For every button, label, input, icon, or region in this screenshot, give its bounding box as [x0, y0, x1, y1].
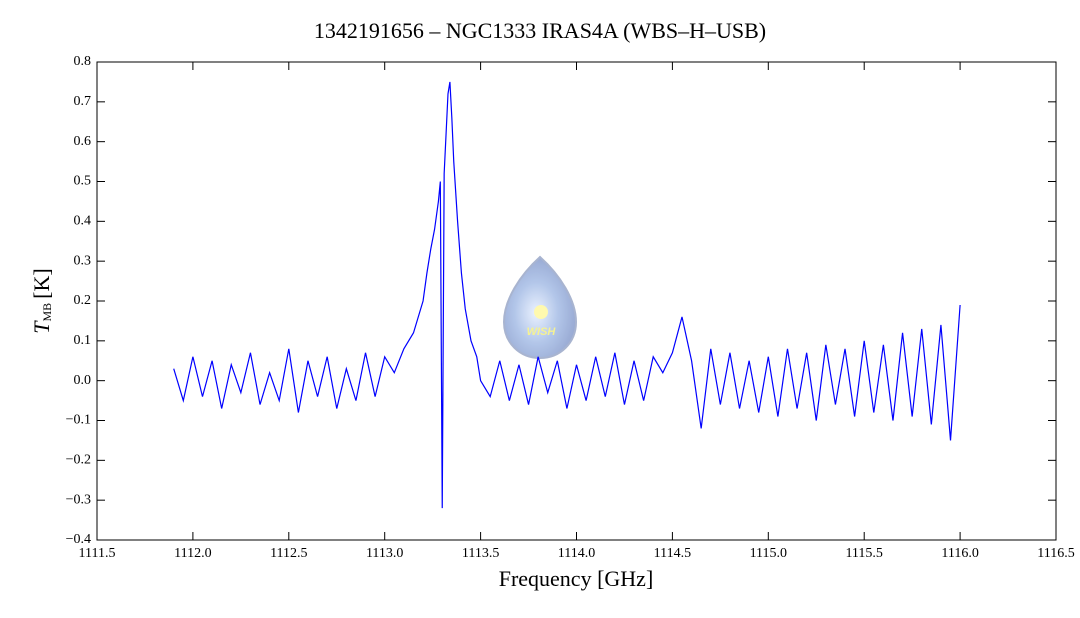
logo-text: WISH — [527, 326, 557, 338]
x-tick-label: 1112.5 — [270, 546, 307, 561]
y-tick-label: 0.6 — [74, 134, 92, 149]
chart-title: 1342191656 – NGC1333 IRAS4A (WBS–H–USB) — [314, 18, 766, 43]
y-tick-label: 0.2 — [74, 293, 92, 308]
y-label-subscript: MB — [40, 303, 54, 322]
y-tick-label: 0.7 — [74, 94, 92, 109]
logo: WISH — [502, 255, 578, 360]
x-tick-label: 1112.0 — [174, 546, 211, 561]
y-label-symbol: T — [29, 320, 54, 334]
y-tick-label: −0.2 — [66, 453, 91, 468]
x-tick-label: 1113.5 — [462, 546, 499, 561]
x-tick-label: 1114.5 — [654, 546, 691, 561]
y-tick-label: 0.4 — [74, 214, 92, 229]
y-tick-label: −0.1 — [66, 413, 91, 428]
x-tick-label: 1116.0 — [941, 546, 978, 561]
spectrum-line — [173, 81, 961, 509]
x-tick-label: 1113.0 — [366, 546, 403, 561]
x-tick-label: 1116.5 — [1037, 546, 1074, 561]
y-tick-label: −0.4 — [66, 532, 91, 547]
plot-frame — [96, 61, 1057, 541]
y-tick-label: 0.5 — [74, 174, 92, 189]
x-tick-label: 1114.0 — [558, 546, 595, 561]
y-label-unit: [K] — [29, 268, 54, 299]
x-tick-label: 1111.5 — [79, 546, 116, 561]
y-tick-label: 0.0 — [74, 373, 92, 388]
y-axis-label: TMB [K] — [29, 268, 54, 333]
y-tick-label: −0.3 — [66, 492, 91, 507]
y-tick-label: 0.1 — [74, 333, 92, 348]
y-tick-label: 0.8 — [74, 54, 92, 69]
x-tick-label: 1115.5 — [845, 546, 882, 561]
logo-star — [534, 305, 548, 319]
x-tick-label: 1115.0 — [750, 546, 787, 561]
x-axis-label: Frequency [GHz] — [499, 566, 654, 591]
y-tick-label: 0.3 — [74, 253, 92, 268]
